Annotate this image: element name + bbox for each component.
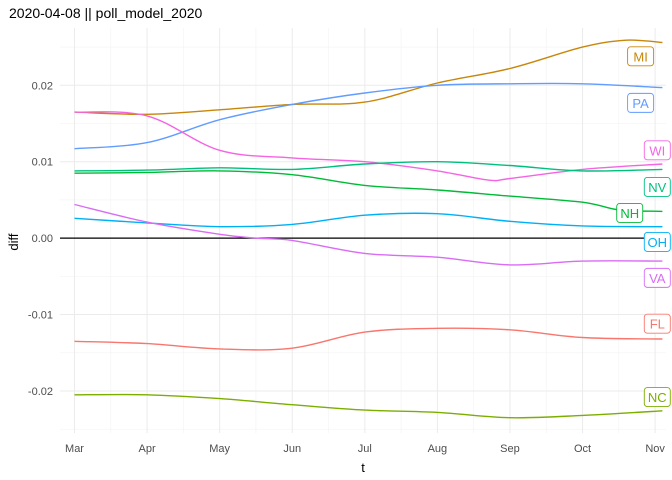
x-axis-title: t [361, 460, 365, 475]
major-gridlines [60, 28, 666, 433]
series-label-box-wi [643, 140, 671, 161]
series-line-wi [74, 111, 663, 182]
x-tick-label: Sep [500, 443, 520, 455]
series-end-labels: MI PA WI NV NH OH VA FL NC [616, 46, 671, 408]
x-tick-label: Oct [574, 443, 591, 455]
y-tick-label: -0.02 [28, 386, 53, 398]
series-label-box-nc [643, 387, 671, 408]
series-label-oh: OH [648, 235, 668, 250]
x-tick-label: Jul [358, 443, 372, 455]
series-line-nv [74, 160, 663, 172]
x-axis-ticks: Mar Apr May Jun Jul Aug Sep Oct Nov [65, 443, 665, 455]
series-label-nv: NV [648, 180, 666, 195]
series-line-va [74, 203, 663, 266]
series-label-nh: NH [620, 206, 639, 221]
y-tick-label: 0.01 [32, 157, 53, 169]
series-line-nh [74, 170, 663, 213]
x-tick-label: Apr [139, 443, 156, 455]
series-lines [74, 39, 663, 419]
series-label-box-pa [627, 92, 655, 113]
series-label-box-va [643, 267, 671, 288]
series-label-box-fl [643, 313, 671, 334]
x-tick-label: May [209, 443, 230, 455]
series-label-box-nv [643, 176, 671, 197]
series-line-fl [74, 327, 663, 351]
series-label-box-nh [616, 202, 644, 223]
series-line-oh [74, 212, 663, 228]
series-label-fl: FL [650, 317, 665, 332]
series-label-box-mi [627, 46, 655, 67]
series-label-pa: PA [632, 96, 649, 111]
series-line-nc [74, 393, 663, 419]
series-label-wi: WI [649, 143, 665, 158]
y-axis-ticks: -0.02 -0.01 0.00 0.01 0.02 [28, 80, 53, 398]
y-axis-title: diff [6, 233, 21, 250]
x-tick-label: Jun [283, 443, 301, 455]
minor-gridlines [60, 28, 666, 433]
series-label-nc: NC [648, 390, 667, 405]
series-label-mi: MI [633, 49, 647, 64]
y-tick-label: 0.00 [32, 233, 53, 245]
x-tick-label: Mar [65, 443, 84, 455]
series-label-va: VA [649, 271, 666, 286]
chart-title: 2020-04-08 || poll_model_2020 [9, 5, 203, 21]
x-tick-label: Nov [645, 443, 665, 455]
x-tick-label: Aug [428, 443, 448, 455]
series-line-pa [74, 82, 663, 150]
y-tick-label: 0.02 [32, 80, 53, 92]
series-label-box-oh [643, 232, 671, 252]
y-tick-label: -0.01 [28, 310, 53, 322]
series-line-mi [74, 39, 663, 116]
